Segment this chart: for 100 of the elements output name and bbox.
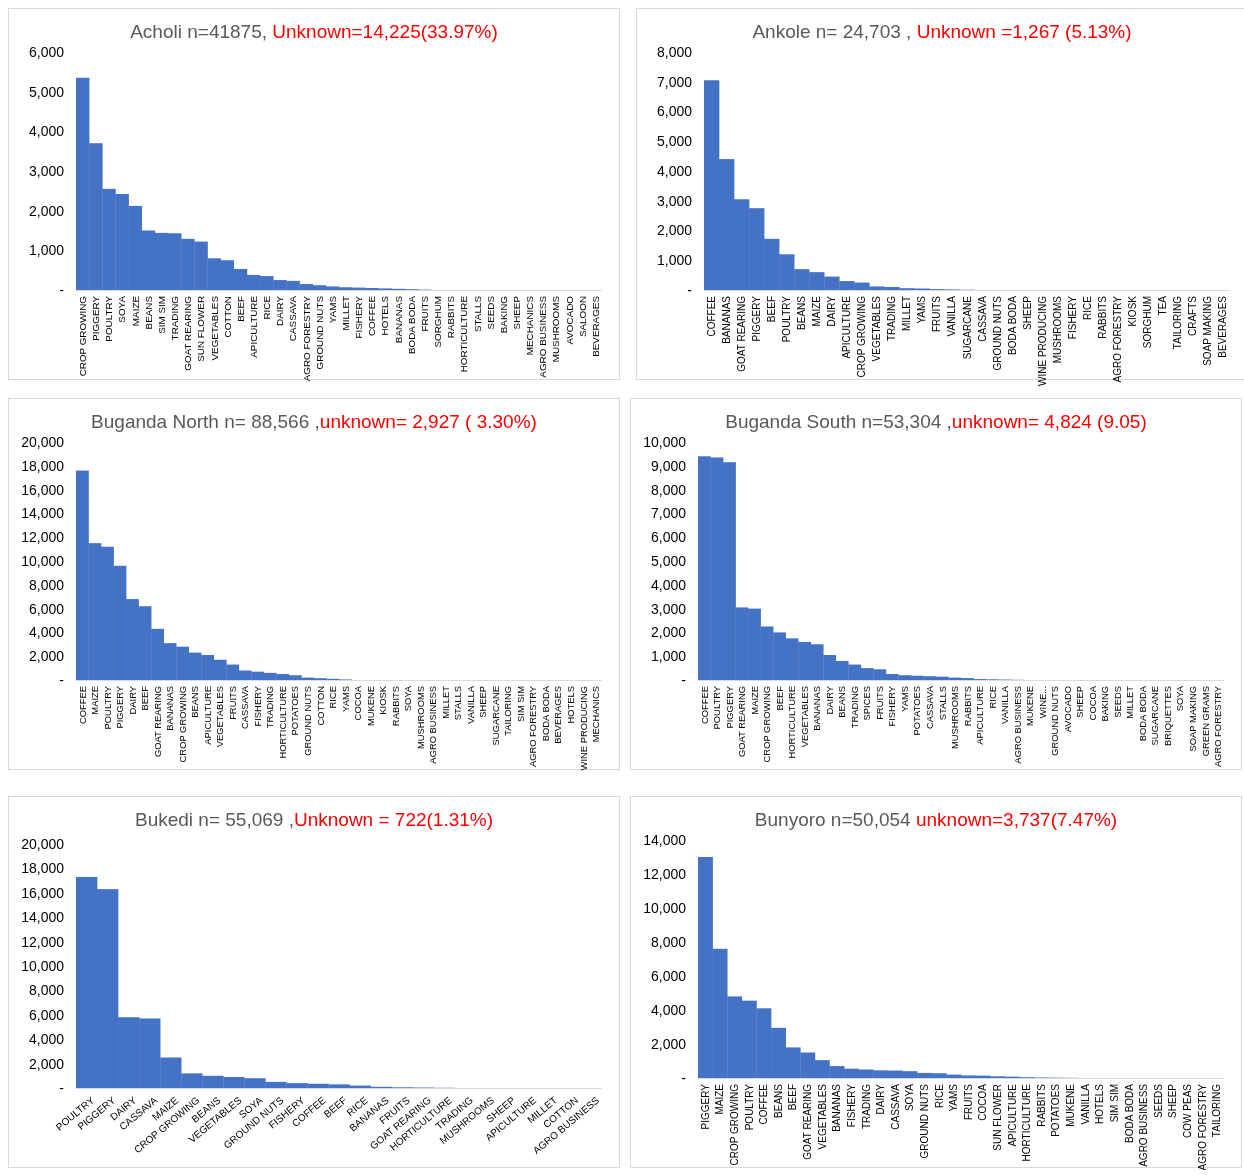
x-tick-label: BRIQUETTES — [1161, 686, 1173, 746]
x-tick-label: GOAT REARING — [736, 686, 748, 758]
x-tick-label: SIM SIM — [1108, 1084, 1120, 1123]
x-tick-label: POTATOES — [1050, 1083, 1062, 1137]
y-tick-label: 12,000 — [21, 529, 65, 546]
chart-title: Acholi n=41875, — [130, 21, 273, 42]
y-tick-label: 5,000 — [656, 133, 693, 150]
x-tick-label: VANILLA — [464, 685, 476, 724]
x-tick-label: COFFEE — [706, 295, 718, 337]
x-tick-label: YAMS — [898, 686, 910, 712]
x-tick-label: APICULTURE — [1006, 1083, 1018, 1147]
y-tick-label: 6,000 — [28, 1006, 65, 1023]
x-tick-label: FISHERY — [845, 1083, 857, 1128]
x-tick-label: FRUITS — [962, 1083, 974, 1121]
y-tick-label: 6,000 — [650, 967, 687, 984]
y-tick-label: - — [681, 1069, 687, 1086]
x-tick-label: APICULTURE — [974, 686, 986, 745]
x-tick-label: RICE — [327, 686, 339, 709]
y-tick-label: 1,000 — [656, 252, 693, 269]
x-tick-label: CASSAVA — [976, 295, 988, 342]
x-tick-label: MAIZE — [714, 1083, 726, 1115]
x-tick-label: SUN FLOWER — [195, 296, 207, 362]
x-tick-label: VANILLA — [946, 295, 958, 337]
x-tick-label: BODA BODA — [539, 685, 551, 742]
x-tick-label: COCOA — [1086, 685, 1098, 721]
chart-subtitle: unknown= 2,927 ( 3.30%) — [319, 411, 537, 432]
y-tick-label: 6,000 — [28, 600, 65, 617]
x-tick-label: SHEEP — [510, 295, 522, 330]
x-tick-label: BEANS — [836, 686, 848, 718]
y-tick-label: 7,000 — [656, 73, 693, 90]
x-tick-label: CROP GROWING — [761, 686, 773, 763]
x-tick-label: SEEDS — [1111, 686, 1123, 718]
x-tick-label: BODA BODA — [405, 295, 417, 355]
x-tick-label: TAILORING — [502, 686, 514, 736]
x-tick-label: HORTICULTURE — [458, 295, 470, 373]
x-tick-label: PIGGERY — [114, 685, 126, 729]
x-tick-label: SIM SIM — [155, 296, 167, 334]
x-tick-label: MUKENE — [1024, 686, 1036, 727]
y-tick-label: 20,000 — [21, 835, 65, 852]
x-tick-label: BEEF — [787, 1084, 799, 1111]
x-tick-label: KIOSK — [377, 685, 389, 715]
y-tick-label: 8,000 — [650, 933, 687, 950]
chart-subtitle: Unknown =1,267 (5.13%) — [916, 21, 1132, 42]
x-tick-label: MUSHROOMS — [414, 686, 426, 750]
x-tick-label: BEEF — [139, 685, 151, 711]
x-tick-label: GROUND NUTS — [313, 295, 325, 370]
x-tick-label: BEEF — [234, 296, 246, 322]
x-tick-label: MUKENE — [364, 686, 376, 727]
y-tick-label: 6,000 — [656, 103, 693, 120]
y-tick-label: - — [681, 671, 687, 688]
x-tick-label: CASSAVA — [287, 295, 299, 342]
x-tick-label: APICULTURE — [201, 686, 213, 745]
x-tick-label: HORTICULTURE — [1021, 1083, 1033, 1162]
x-tick-label: MILLET — [901, 296, 913, 332]
x-tick-label: TAILORING — [1171, 295, 1183, 350]
x-tick-label: WINE PRODUCING — [1036, 295, 1048, 386]
x-tick-label: CROP GROWING — [176, 686, 188, 763]
y-tick-label: 2,000 — [28, 202, 65, 219]
x-tick-label: FISHERY — [1066, 295, 1078, 340]
x-tick-label: RICE — [1081, 295, 1093, 320]
x-tick-label: SORGHUM — [1141, 296, 1153, 349]
x-tick-label: GROUND NUTS — [1049, 686, 1061, 756]
x-tick-label: SUGARCANE — [1149, 686, 1161, 746]
x-tick-label: GREEN GRAMS — [1199, 686, 1211, 757]
x-tick-label: TRADING — [848, 686, 860, 729]
x-tick-label: HORTICULTURE — [786, 686, 798, 759]
x-tick-label: MAIZE — [811, 295, 823, 327]
y-tick-label: 3,000 — [28, 162, 65, 179]
x-tick-label: BEANS — [796, 295, 808, 330]
chart-subtitle: unknown=3,737(7.47%) — [915, 809, 1118, 830]
y-tick-label: 2,000 — [28, 1055, 65, 1072]
x-tick-label: STALLS — [936, 686, 948, 721]
x-tick-label: MAIZE — [129, 295, 141, 327]
chart-subtitle: Unknown=14,225(33.97%) — [272, 21, 498, 42]
x-tick-label: BODA BODA — [1136, 685, 1148, 742]
y-tick-label: 20,000 — [21, 433, 65, 450]
y-tick-label: 2,000 — [650, 624, 687, 641]
x-tick-label: BANANAS — [831, 1083, 843, 1132]
x-tick-label: POULTRY — [711, 685, 723, 730]
x-tick-label: BANANAS — [392, 295, 404, 344]
x-tick-label: BEEF — [773, 685, 785, 711]
x-tick-label: STALLS — [471, 295, 483, 332]
y-tick-label: 4,000 — [28, 123, 65, 140]
y-tick-label: 18,000 — [21, 457, 65, 474]
x-tick-label: POTATOES — [289, 686, 301, 736]
x-tick-label: DAIRY — [875, 1083, 887, 1115]
x-tick-label: MAIZE — [748, 686, 760, 715]
y-tick-label: 1,000 — [650, 648, 687, 665]
x-tick-label: BANANAS — [164, 686, 176, 731]
x-tick-label: APICULTURE — [247, 295, 259, 358]
x-tick-label: RABBITS — [1035, 1083, 1047, 1127]
x-tick-label: RABBITS — [389, 686, 401, 727]
x-tick-label: SHEEP — [1074, 686, 1086, 718]
x-tick-label: VEGETABLES — [214, 686, 226, 748]
y-tick-label: 4,000 — [650, 576, 687, 593]
x-tick-label: MILLET — [1124, 685, 1136, 719]
x-tick-label: POULTRY — [101, 685, 113, 730]
x-tick-label: TRADING — [886, 295, 898, 341]
x-tick-label: MECHANICS — [590, 686, 602, 743]
x-tick-label: SORGHUM — [432, 296, 444, 348]
